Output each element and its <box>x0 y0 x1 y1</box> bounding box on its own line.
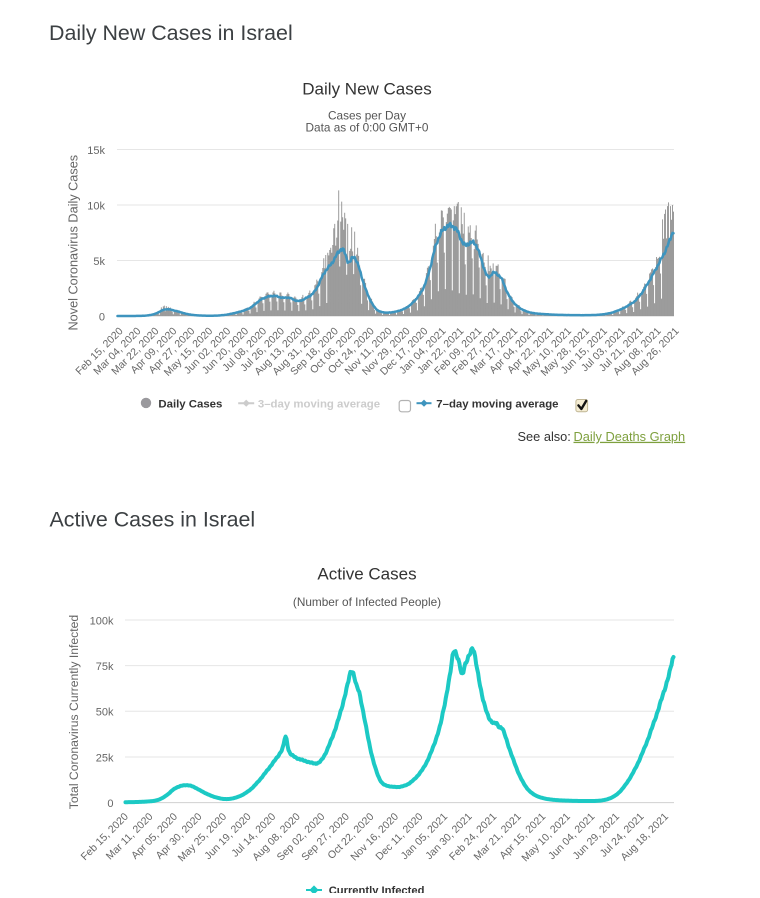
svg-text:Active Cases: Active Cases <box>317 565 416 584</box>
svg-text:25k: 25k <box>96 752 114 764</box>
svg-text:(Number of Infected People): (Number of Infected People) <box>293 595 441 609</box>
svg-text:75k: 75k <box>96 661 114 673</box>
svg-text:Daily New Cases: Daily New Cases <box>302 80 431 99</box>
svg-text:100k: 100k <box>90 615 114 627</box>
svg-text:Cases per Day: Cases per Day <box>328 108 406 122</box>
svg-text:10k: 10k <box>87 200 105 212</box>
svg-text:0: 0 <box>99 311 105 323</box>
svg-text:See also: Daily Deaths Graph: See also: Daily Deaths Graph <box>518 429 686 444</box>
svg-text:Active Cases in Israel: Active Cases in Israel <box>50 508 256 532</box>
svg-text:3–day moving average: 3–day moving average <box>258 398 380 410</box>
svg-text:Daily Cases: Daily Cases <box>158 398 222 410</box>
svg-text:15k: 15k <box>87 145 105 157</box>
svg-text:Data as of 0:00 GMT+0: Data as of 0:00 GMT+0 <box>306 121 429 135</box>
svg-text:5k: 5k <box>93 256 105 268</box>
svg-text:7–day moving average: 7–day moving average <box>436 398 558 410</box>
svg-text:50k: 50k <box>96 707 114 719</box>
svg-text:0: 0 <box>107 798 113 810</box>
svg-text:Total Coronavirus Currently In: Total Coronavirus Currently Infected <box>67 615 81 809</box>
svg-text:Currently Infected: Currently Infected <box>329 885 425 893</box>
svg-text:Novel Coronavirus Daily Cases: Novel Coronavirus Daily Cases <box>67 155 81 331</box>
svg-text:Daily New Cases in Israel: Daily New Cases in Israel <box>49 21 293 45</box>
